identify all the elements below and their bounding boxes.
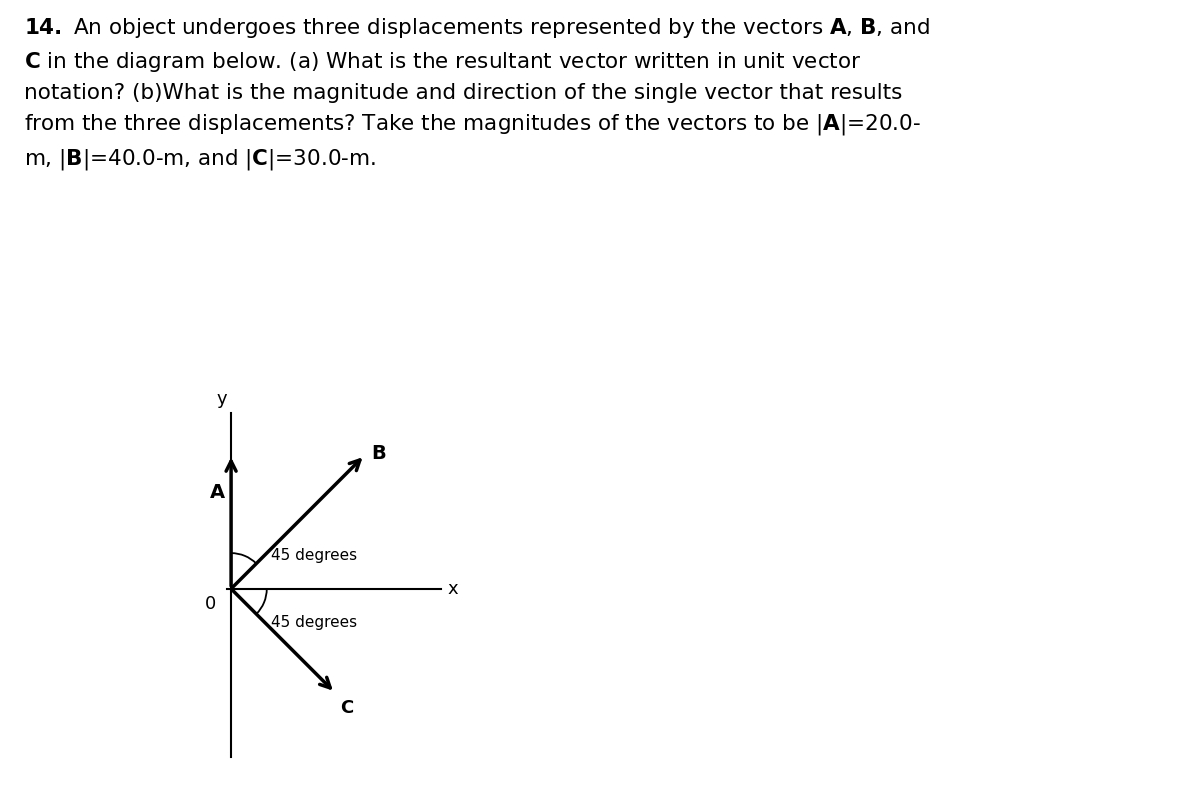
Text: 0: 0: [205, 595, 216, 613]
Text: 45 degrees: 45 degrees: [271, 615, 358, 629]
Text: $\mathbf{14.}$ An object undergoes three displacements represented by the vector: $\mathbf{14.}$ An object undergoes three…: [24, 16, 930, 172]
Text: C: C: [340, 699, 353, 717]
Text: y: y: [216, 391, 227, 408]
Text: B: B: [371, 444, 385, 462]
Text: x: x: [448, 579, 458, 598]
Text: A: A: [210, 483, 224, 502]
Text: 45 degrees: 45 degrees: [271, 548, 358, 562]
